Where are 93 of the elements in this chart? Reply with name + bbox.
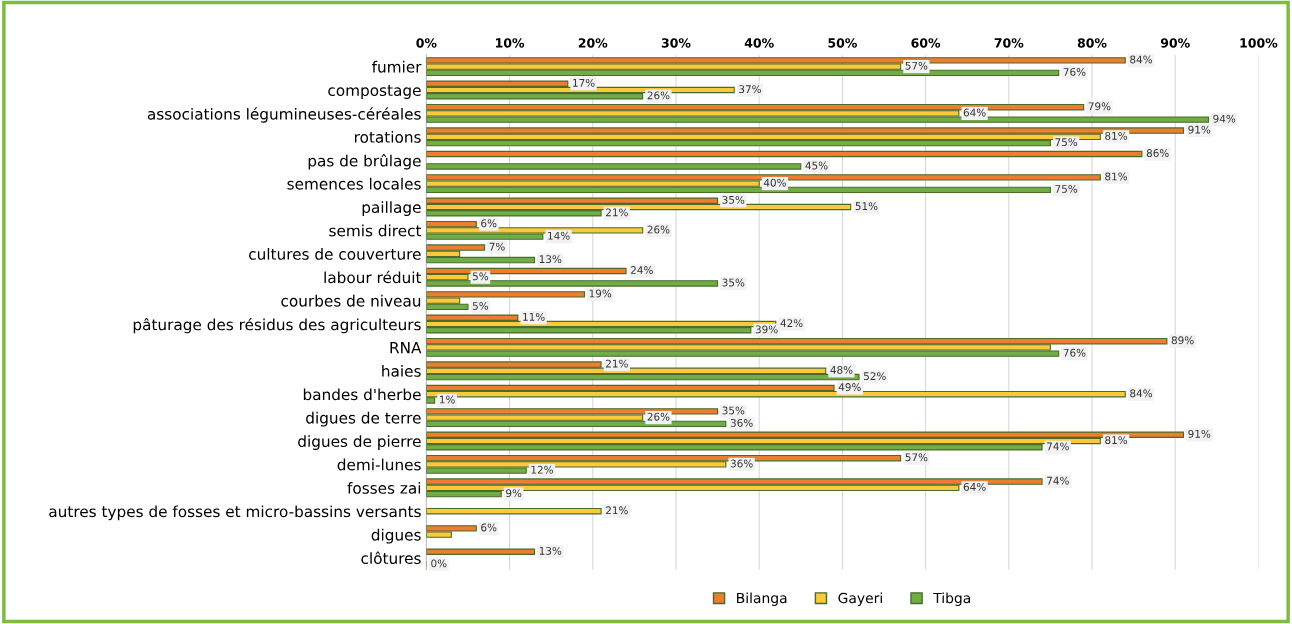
- y-tick-label: compostage: [328, 85, 421, 99]
- y-tick-label: associations légumineuses-céréales: [147, 107, 421, 123]
- data-label: 36%: [730, 419, 753, 427]
- y-tick-label: rotations: [355, 131, 421, 143]
- data-label: 19%: [589, 289, 612, 298]
- data-label: 14%: [548, 231, 570, 240]
- y-tick-label: fumier: [371, 60, 422, 73]
- data-label: 74%: [1047, 476, 1069, 485]
- y-tick-label: fosses zai: [347, 482, 421, 494]
- data-label: 49%: [838, 383, 861, 391]
- x-tick-label: 60%: [911, 38, 941, 48]
- y-tick-label: cultures de couverture: [249, 248, 421, 260]
- data-label: 45%: [805, 161, 828, 170]
- data-label: 89%: [1171, 336, 1194, 345]
- x-tick-label: 0%: [416, 38, 437, 48]
- data-label: 51%: [855, 202, 878, 211]
- data-label: 12%: [531, 465, 553, 474]
- y-tick-label: RNA: [390, 342, 422, 354]
- data-label: 57%: [905, 61, 928, 70]
- data-label: 79%: [1088, 102, 1111, 111]
- x-tick-label: 70%: [994, 38, 1024, 48]
- data-label: 36%: [730, 459, 753, 468]
- data-label: 21%: [606, 506, 628, 515]
- data-label: 0%: [431, 559, 447, 568]
- data-label: 9%: [506, 489, 522, 498]
- data-label: 13%: [539, 546, 562, 555]
- data-label: 91%: [1188, 125, 1211, 134]
- y-tick-label: clôtures: [361, 551, 421, 565]
- y-tick-label: paillage: [362, 201, 421, 216]
- data-label: 7%: [489, 242, 505, 251]
- y-tick-label: demi-lunes: [337, 458, 421, 471]
- data-label: 35%: [722, 278, 745, 287]
- data-label: 24%: [630, 266, 653, 274]
- data-label: 11%: [523, 312, 545, 321]
- data-label: 81%: [1105, 172, 1128, 181]
- data-label: 75%: [1055, 185, 1078, 193]
- data-label: 35%: [722, 195, 745, 204]
- data-label: 13%: [539, 255, 562, 264]
- data-label: 91%: [1188, 429, 1211, 438]
- data-label: 21%: [606, 208, 628, 217]
- y-tick-label: labour réduit: [324, 270, 422, 284]
- x-tick-label: 90%: [1160, 38, 1190, 48]
- legend-label: Bilanga: [737, 592, 787, 606]
- x-tick-label: 20%: [578, 38, 608, 48]
- x-tick-label: 10%: [496, 38, 525, 48]
- data-label: 84%: [1130, 55, 1153, 64]
- data-label: 81%: [1105, 131, 1128, 140]
- data-label: 17%: [573, 78, 595, 87]
- data-label: 42%: [780, 319, 803, 328]
- y-tick-label: bandes d'herbe: [303, 388, 421, 401]
- data-label: 48%: [830, 365, 853, 374]
- x-tick-label: 50%: [828, 38, 857, 48]
- y-tick-label: haies: [382, 365, 421, 377]
- data-label: 39%: [755, 325, 778, 334]
- data-label: 76%: [1063, 348, 1086, 357]
- legend-label: Gayeri: [838, 592, 882, 606]
- data-label: 81%: [1105, 436, 1128, 445]
- data-label: 6%: [481, 219, 497, 228]
- x-tick-label: 40%: [744, 38, 774, 48]
- y-tick-label: pas de brûlage: [308, 154, 421, 170]
- data-label: 74%: [1047, 442, 1069, 451]
- y-tick-label: digues: [371, 528, 421, 544]
- data-label: 1%: [439, 395, 455, 404]
- data-label: 52%: [864, 372, 886, 381]
- data-label: 21%: [606, 359, 628, 368]
- x-tick-label: 30%: [661, 38, 691, 48]
- data-label: 26%: [647, 91, 670, 100]
- y-tick-label: digues de pierre: [298, 435, 421, 450]
- y-tick-label: pâturage des résidus des agriculteurs: [133, 317, 421, 334]
- data-label: 84%: [1130, 389, 1153, 398]
- data-label: 6%: [481, 523, 497, 532]
- y-tick-label: semis direct: [329, 224, 422, 237]
- y-tick-label: autres types de fosses et micro-bassins versants: [49, 505, 421, 521]
- data-label: 5%: [472, 272, 489, 281]
- y-tick-label: courbes de niveau: [281, 294, 421, 307]
- data-label: 86%: [1146, 149, 1169, 157]
- y-tick-label: digues de terre: [306, 411, 421, 427]
- data-label: 57%: [905, 453, 928, 462]
- data-label: 26%: [647, 225, 670, 234]
- data-label: 37%: [739, 85, 761, 94]
- data-label: 94%: [1213, 114, 1236, 123]
- data-label: 64%: [963, 482, 986, 491]
- data-label: 26%: [647, 412, 670, 421]
- data-label: 64%: [963, 108, 986, 117]
- data-label: 76%: [1063, 68, 1086, 76]
- data-label: 40%: [763, 178, 786, 187]
- data-label: 75%: [1055, 138, 1078, 147]
- legend-label: Tibga: [933, 592, 971, 606]
- data-label: 5%: [472, 302, 489, 310]
- x-tick-label: 100%: [1240, 38, 1278, 48]
- data-label: 35%: [722, 406, 745, 415]
- x-tick-label: 80%: [1077, 38, 1107, 48]
- y-tick-label: semences locales: [287, 177, 421, 190]
